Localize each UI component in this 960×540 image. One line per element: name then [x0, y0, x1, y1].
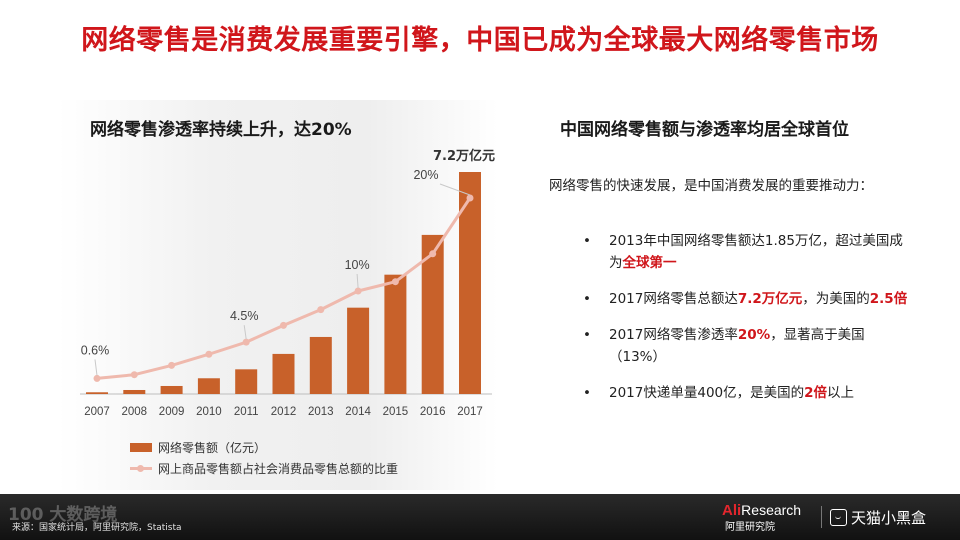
bar-2009	[160, 385, 183, 394]
bullet-text: ，为美国的	[802, 291, 870, 307]
legend-item-bar: 网络零售额（亿元）	[130, 437, 398, 458]
line-point-2007	[93, 374, 101, 382]
bullet-text: 以上	[827, 385, 855, 401]
bar-2008	[123, 389, 146, 394]
bar-2012	[272, 353, 295, 394]
bullet-text: 2017网络零售总额达	[609, 291, 738, 307]
line-point-2012	[280, 321, 287, 329]
x-tick-label: 2012	[271, 406, 297, 418]
annotation-leader	[439, 183, 471, 196]
right-panel-title: 中国网络零售额与渗透率均居全球首位	[560, 120, 849, 140]
bullet-icon: •	[583, 291, 591, 307]
tmall-icon	[830, 509, 847, 526]
aliresearch-logo: AliResearch	[722, 502, 801, 520]
bar-2011	[235, 369, 258, 394]
bar-2015	[384, 274, 407, 394]
x-tick-label: 2015	[383, 406, 409, 418]
bullet-text: 2013年中国网络零售额达1.85万亿，超过美国成为	[609, 233, 903, 271]
line-point-2013	[317, 306, 325, 314]
bullet-item: • 2017网络零售渗透率20%，显著高于美国（13%）	[583, 324, 913, 368]
bullet-highlight: 2倍	[804, 385, 828, 401]
bar-2014	[347, 307, 370, 394]
bullet-highlight: 20%	[737, 327, 771, 343]
bullet-highlight: 2.5倍	[869, 291, 908, 307]
x-tick-label: 2010	[196, 406, 222, 418]
watermark: 100 大数跨境	[8, 505, 118, 525]
annotation-leader	[94, 359, 98, 376]
legend-bar-label: 网络零售额（亿元）	[158, 441, 267, 455]
x-tick-label: 2009	[159, 406, 185, 418]
chart-title: 网络零售渗透率持续上升，达20%	[90, 120, 352, 140]
x-tick-label: 2008	[122, 406, 148, 418]
annotation-leader	[356, 273, 359, 289]
footer-bar	[0, 494, 960, 540]
page-title: 网络零售是消费发展重要引擎，中国已成为全球最大网络零售市场	[81, 25, 879, 56]
chart-legend: 网络零售额（亿元） 网上商品零售额占社会消费品零售总额的比重	[130, 437, 398, 479]
bullet-icon: •	[583, 385, 591, 401]
x-tick-label: 2011	[234, 406, 259, 418]
bullet-highlight: 全球第一	[622, 255, 677, 271]
penetration-line	[96, 197, 472, 380]
line-data-label: 0.6%	[81, 343, 110, 357]
line-data-label: 4.5%	[230, 309, 259, 323]
bullet-list: • 2013年中国网络零售额达1.85万亿，超过美国成为全球第一 • 2017网…	[583, 230, 913, 418]
ali-logo-text: Ali	[722, 502, 742, 519]
line-data-label: 20%	[413, 168, 438, 182]
bullet-icon: •	[583, 233, 591, 249]
logo-divider	[821, 506, 822, 528]
line-point-2016	[429, 250, 437, 258]
line-point-2015	[391, 278, 399, 286]
tmall-logo: 天猫小黑盒	[830, 507, 926, 528]
bar-2013	[309, 336, 332, 394]
source-note: 来源：国家统计局，阿里研究院，Statista	[12, 523, 182, 533]
line-point-2014	[354, 287, 362, 295]
x-tick-label: 2014	[345, 406, 371, 418]
bullet-text: ，显著高于美国（13%）	[609, 327, 865, 365]
bar-data-label: 7.2万亿元	[433, 148, 495, 164]
line-point-2011	[242, 338, 250, 346]
line-point-2017	[466, 194, 474, 202]
legend-item-line: 网上商品零售额占社会消费品零售总额的比重	[130, 458, 398, 479]
annotation-leader	[243, 325, 247, 340]
intro-text: 网络零售的快速发展，是中国消费发展的重要推动力：	[549, 178, 873, 194]
bar-2010	[197, 378, 220, 394]
x-tick-label: 2017	[457, 406, 483, 418]
line-data-label: 10%	[345, 258, 370, 272]
line-point-2008	[130, 371, 138, 379]
bullet-text: 2017网络零售渗透率	[609, 327, 738, 343]
bar-2007	[86, 392, 108, 394]
bullet-highlight: 7.2万亿元	[737, 291, 803, 307]
bullet-item: • 2017快递单量400亿，是美国的2倍以上	[583, 382, 913, 404]
aliresearch-subtitle: 阿里研究院	[725, 522, 775, 533]
bullet-icon: •	[583, 327, 591, 343]
line-point-2009	[168, 361, 176, 369]
line-swatch-icon	[130, 464, 152, 473]
line-point-2010	[205, 350, 213, 358]
tmall-logo-text: 天猫小黑盒	[851, 509, 927, 527]
bar-2017	[459, 172, 481, 394]
bar-2016	[421, 234, 444, 394]
bullet-item: • 2017网络零售总额达7.2万亿元，为美国的2.5倍	[583, 288, 913, 310]
bullet-text: 2017快递单量400亿，是美国的	[609, 385, 805, 401]
x-tick-label: 2016	[420, 406, 446, 418]
x-tick-label: 2013	[308, 406, 334, 418]
legend-line-label: 网上商品零售额占社会消费品零售总额的比重	[158, 462, 399, 476]
x-tick-label: 2007	[84, 406, 110, 418]
research-logo-text: Research	[741, 502, 802, 518]
bullet-item: • 2013年中国网络零售额达1.85万亿，超过美国成为全球第一	[583, 230, 913, 274]
bar-swatch-icon	[130, 443, 152, 452]
